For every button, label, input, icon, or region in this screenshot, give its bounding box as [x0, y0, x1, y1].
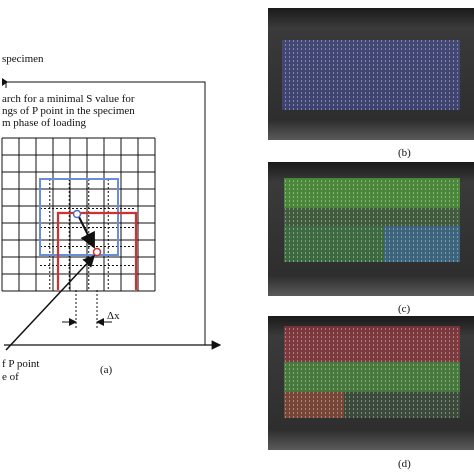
note-line: m phase of loading	[2, 117, 87, 129]
schematic: Δx specimen arch for a minimal S value f…	[1, 53, 222, 383]
image-d: (d)	[268, 316, 474, 470]
pointer-arrow	[5, 254, 96, 351]
search-window	[39, 178, 119, 256]
note-line: arch for a minimal S value for	[2, 93, 135, 105]
note-line: f P point	[2, 358, 40, 370]
final-point	[92, 247, 102, 257]
dx-label: Δx	[107, 310, 120, 322]
note-line: ngs of P point in the specimen	[2, 105, 135, 117]
specimen-frame	[5, 81, 206, 345]
caption: (d)	[398, 458, 411, 470]
caption: (b)	[398, 147, 411, 159]
image-b: (b)	[268, 8, 474, 159]
image-c: (c)	[268, 162, 474, 315]
displacement-arrow	[77, 214, 95, 249]
arrowhead	[2, 78, 8, 86]
specimen-label: specimen	[2, 53, 44, 65]
caption: (a)	[100, 364, 113, 376]
caption: (c)	[398, 303, 411, 315]
target-window	[56, 211, 138, 290]
note-line: e of	[2, 371, 19, 383]
initial-point	[72, 209, 82, 219]
